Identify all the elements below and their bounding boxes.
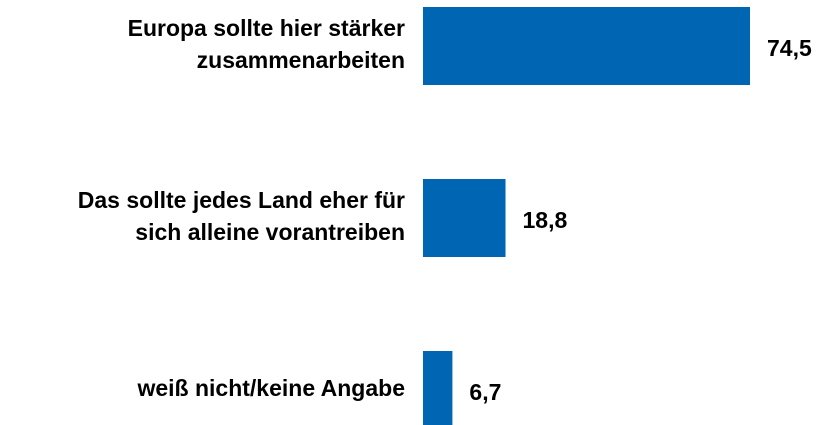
bar: [423, 7, 750, 85]
category-label: sich alleine vorantreiben: [135, 219, 405, 245]
value-label: 74,5: [767, 35, 812, 61]
bar: [423, 179, 506, 257]
category-label: Europa sollte hier stärker: [128, 15, 405, 41]
category-label: zusammenarbeiten: [197, 47, 405, 73]
category-label: weiß nicht/keine Angabe: [136, 375, 405, 401]
value-label: 6,7: [469, 379, 501, 405]
bar: [423, 351, 453, 425]
category-label: Das sollte jedes Land eher für: [78, 187, 405, 213]
value-label: 18,8: [523, 207, 568, 233]
